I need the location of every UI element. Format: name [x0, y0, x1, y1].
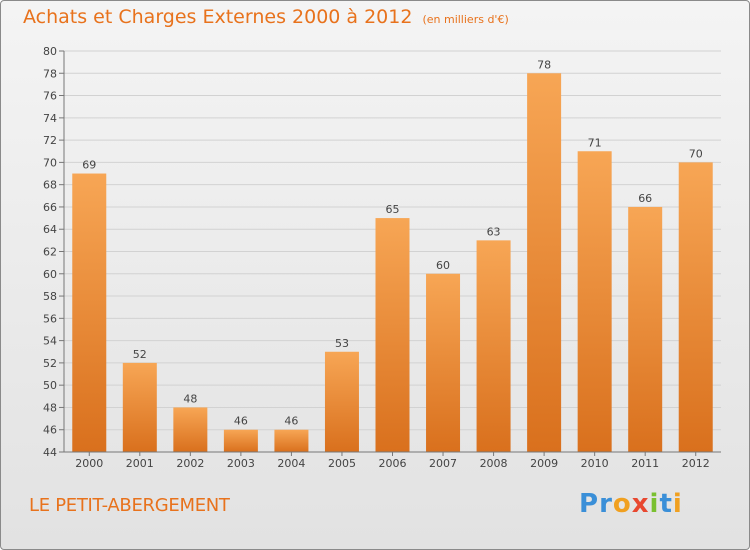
bar-2012 [678, 162, 713, 452]
x-tick-label: 2010 [581, 457, 609, 470]
y-tick-label: 64 [43, 223, 57, 236]
bar-2000 [72, 173, 107, 452]
chart-title: Achats et Charges Externes 2000 à 2012 (e… [23, 6, 509, 28]
y-tick-label: 54 [43, 335, 57, 348]
y-tick-label: 48 [43, 401, 57, 414]
y-axis: 44 46 48 50 52 54 56 58 60 62 64 66 68 70 72 74 76 78 80 [43, 45, 65, 459]
y-tick-label: 58 [43, 290, 57, 303]
x-tick-label: 2005 [328, 457, 356, 470]
y-tick-label: 78 [43, 67, 57, 80]
bar-2005 [324, 351, 359, 452]
x-tick-label: 2004 [277, 457, 305, 470]
bar-2001 [122, 362, 157, 452]
logo-letter: x [631, 489, 650, 519]
logo-letter: i [649, 489, 660, 519]
y-tick-label: 46 [43, 424, 57, 437]
y-tick-label: 70 [43, 156, 57, 169]
bar-value-label: 53 [335, 337, 349, 350]
title-main: Achats et Charges Externes 2000 à 2012 [23, 6, 413, 28]
x-tick-label: 2012 [682, 457, 710, 470]
logo-letter: t [659, 489, 673, 519]
x-axis: 2000 2001 2002 2003 2004 2005 2006 2007 2008 2009… [64, 451, 721, 470]
bar-2002 [173, 407, 208, 452]
y-tick-label: 50 [43, 379, 57, 392]
y-tick-label: 60 [43, 268, 57, 281]
x-tick-label: 2006 [379, 457, 407, 470]
x-tick-label: 2001 [126, 457, 154, 470]
x-tick-label: 2000 [75, 457, 103, 470]
bar-value-label: 52 [133, 348, 147, 361]
title-unit: (en milliers d'€) [422, 13, 509, 26]
bar-value-label: 70 [689, 147, 703, 160]
bar-value-label: 60 [436, 259, 450, 272]
bar-value-label: 78 [537, 58, 551, 71]
bar-2003 [223, 429, 258, 452]
y-tick-label: 44 [43, 446, 57, 459]
y-tick-label: 62 [43, 246, 57, 259]
y-tick-label: 72 [43, 134, 57, 147]
bar-2009 [527, 73, 562, 453]
bar-2010 [577, 151, 612, 452]
y-tick-label: 56 [43, 312, 57, 325]
x-tick-label: 2003 [227, 457, 255, 470]
bar-value-label: 48 [183, 392, 197, 405]
x-tick-label: 2008 [480, 457, 508, 470]
logo-letter: i [672, 489, 683, 519]
bar-2011 [628, 206, 663, 452]
bar-value-label: 65 [386, 203, 400, 216]
proxiti-logo[interactable]: Proxiti [579, 489, 683, 519]
logo-letter: r [599, 489, 613, 519]
y-tick-label: 80 [43, 45, 57, 58]
logo-letter: o [612, 489, 632, 519]
bar-2007 [426, 273, 461, 452]
commune-name: LE PETIT-ABERGEMENT [29, 495, 230, 516]
bar-value-label: 63 [487, 225, 501, 238]
bar-value-label: 71 [588, 136, 602, 149]
bar-value-label: 66 [638, 192, 652, 205]
x-tick-label: 2011 [631, 457, 659, 470]
bar-2006 [375, 218, 410, 452]
bar-2008 [476, 240, 511, 452]
x-tick-label: 2009 [530, 457, 558, 470]
bar-value-label: 69 [82, 159, 96, 172]
y-tick-label: 52 [43, 357, 57, 370]
logo-letter: P [579, 489, 600, 519]
x-tick-label: 2007 [429, 457, 457, 470]
bars: 69 52 48 46 46 53 65 60 63 78 71 66 70 [72, 58, 713, 453]
y-tick-label: 66 [43, 201, 57, 214]
y-tick-label: 74 [43, 112, 57, 125]
bar-value-label: 46 [284, 415, 298, 428]
y-tick-label: 68 [43, 179, 57, 192]
bar-value-label: 46 [234, 415, 248, 428]
x-tick-label: 2002 [176, 457, 204, 470]
bar-2004 [274, 429, 309, 452]
y-tick-label: 76 [43, 90, 57, 103]
